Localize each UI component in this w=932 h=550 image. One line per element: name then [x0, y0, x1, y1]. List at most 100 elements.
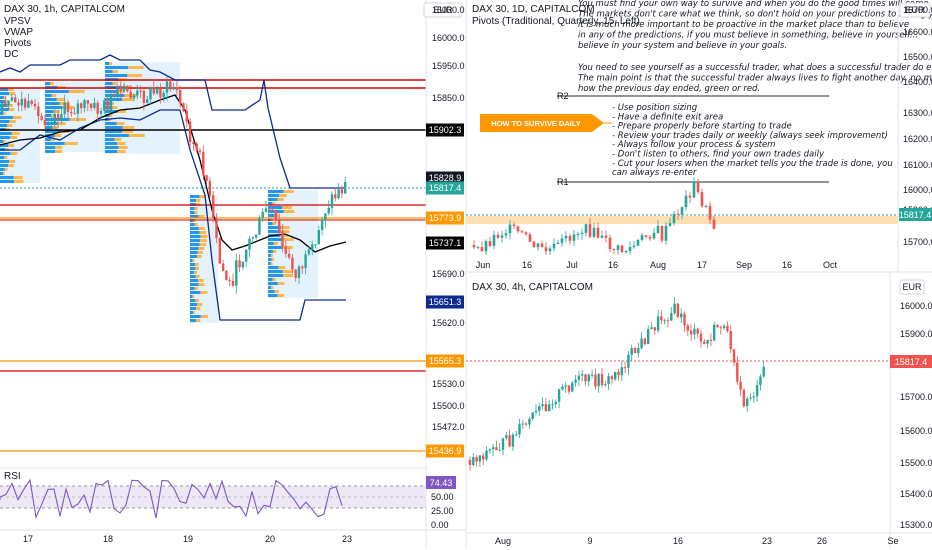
left-chart-panel[interactable]: DAX 30, 1h, CAPITALCOM VPSV VWAP Pivots … — [0, 0, 466, 548]
candle-body — [99, 110, 103, 114]
candle-body — [696, 181, 700, 193]
candle-body — [686, 325, 689, 331]
candle-body — [512, 224, 516, 227]
indicator-vwap[interactable]: VWAP — [4, 27, 33, 38]
candle-body — [291, 257, 294, 270]
candle-body — [617, 371, 620, 376]
candle-body — [215, 217, 218, 239]
tr-x-tick: 16 — [782, 260, 792, 270]
vp-bar-sell — [9, 120, 16, 123]
br-y-tick: 15500.0 — [900, 458, 932, 468]
candle-body — [670, 313, 673, 321]
vp-bar-buy — [105, 62, 110, 65]
vp-bar-sell — [112, 106, 118, 109]
candle-body — [688, 195, 692, 198]
left-x-tick: 19 — [183, 534, 193, 544]
candle-body — [544, 404, 548, 411]
top-right-chart-panel[interactable]: R2 R1 DAX 30, 1D, CAPITALCOM Pivots (Tra… — [465, 0, 932, 548]
vp-bar-buy — [45, 130, 60, 133]
candle-body — [660, 316, 663, 321]
candle-body — [27, 100, 30, 108]
candle-body — [713, 324, 716, 341]
candle-body — [317, 229, 320, 245]
indicator-dc[interactable]: DC — [4, 49, 18, 60]
candle-body — [746, 398, 749, 407]
vp-bar-sell — [12, 116, 22, 119]
candle-body — [518, 424, 521, 435]
indicator-pivots[interactable]: Pivots — [4, 38, 31, 49]
candle-body — [572, 234, 576, 241]
vp-bar-sell — [272, 202, 276, 205]
vp-bar-sell — [122, 126, 135, 129]
candle-body — [86, 100, 89, 104]
candle-body — [498, 449, 501, 451]
candle-body — [235, 260, 238, 286]
tr-x-tick: Jul — [566, 260, 578, 270]
br-x-ticks: Aug 9 16 23 26 Se — [495, 536, 899, 546]
candle-body — [620, 245, 624, 253]
vp-bar-buy — [0, 176, 14, 179]
candle-body — [554, 401, 557, 405]
indicator-vpsv[interactable]: VPSV — [4, 16, 31, 27]
candle-body — [116, 85, 119, 96]
vp-bar-sell — [280, 234, 289, 237]
candle-body — [20, 98, 23, 106]
candle-body — [33, 103, 37, 107]
tr-x-tick: Sep — [736, 260, 752, 270]
candle-body — [556, 242, 560, 244]
br-x-tick: 23 — [762, 536, 772, 546]
vp-bar-buy — [190, 319, 197, 322]
tr-currency-box[interactable] — [899, 2, 931, 18]
how-to-survive-badge[interactable]: HOW TO SURVIVE DAILY — [480, 114, 604, 132]
candle-body — [703, 341, 706, 344]
vp-bar-buy — [45, 94, 52, 97]
vp-bar-buy — [268, 250, 273, 253]
vp-bar-sell — [109, 114, 113, 117]
candle-body — [488, 241, 492, 246]
vp-bar-buy — [0, 140, 4, 143]
candle-body — [327, 207, 330, 214]
candle-body — [600, 373, 604, 386]
vp-bar-buy — [45, 98, 57, 101]
vp-bar-sell — [197, 255, 202, 258]
br-price-tag — [890, 355, 932, 368]
rule-line: - Cut your losers when the market tells … — [612, 159, 893, 169]
vp-bar-sell — [68, 90, 85, 93]
vp-bar-buy — [105, 138, 115, 141]
vp-bar-sell — [282, 206, 292, 209]
vp-bar-buy — [190, 199, 197, 202]
bottom-right-chart-panel[interactable]: DAX 30, 4h, CAPITALCOM EUR 16000.0 15900.… — [466, 272, 932, 548]
candle-body — [10, 97, 14, 101]
vp-bar-sell — [194, 207, 198, 210]
candle-body — [700, 192, 704, 207]
left-x-tick: 20 — [265, 534, 275, 544]
candle-body — [515, 434, 518, 436]
candle-body — [726, 325, 729, 332]
vp-bar-buy — [0, 160, 10, 163]
volume-profile — [0, 62, 318, 323]
candle-body — [155, 88, 159, 94]
vp-bar-buy — [45, 142, 65, 145]
candle-body — [628, 247, 632, 251]
vp-bar-buy — [268, 238, 284, 241]
candle-body — [516, 226, 520, 232]
candle-body — [528, 418, 531, 425]
vp-bar-buy — [105, 66, 129, 69]
vp-bar-sell — [273, 242, 278, 245]
vp-bar-buy — [190, 255, 198, 258]
tr-x-tick: 17 — [697, 260, 707, 270]
candle-body — [568, 235, 572, 241]
br-currency-box[interactable] — [899, 279, 925, 295]
candle-body — [258, 217, 261, 235]
vp-bar-buy — [190, 231, 200, 234]
vp-bar-sell — [50, 138, 55, 141]
candle-body — [676, 213, 680, 215]
vp-bar-sell — [196, 199, 201, 202]
rsi-value-tag — [426, 476, 456, 489]
candle-body — [472, 245, 476, 248]
vp-bar-buy — [190, 207, 195, 210]
left-currency-box[interactable] — [423, 2, 463, 18]
candle-body — [475, 457, 478, 462]
